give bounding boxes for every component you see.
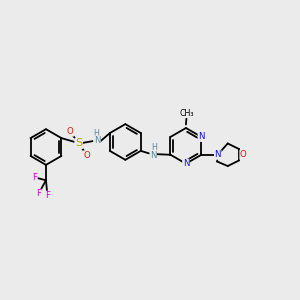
Text: F: F <box>36 189 41 198</box>
Text: F: F <box>32 173 37 182</box>
Text: H: H <box>93 129 99 138</box>
Text: N: N <box>94 136 100 145</box>
Text: O: O <box>67 127 74 136</box>
Text: O: O <box>240 150 247 159</box>
Text: S: S <box>75 139 82 148</box>
Text: CH₃: CH₃ <box>179 109 194 118</box>
Text: N: N <box>214 150 221 159</box>
Text: N: N <box>183 159 189 168</box>
Text: F: F <box>45 191 50 200</box>
Text: H: H <box>151 143 157 152</box>
Text: N: N <box>150 151 157 160</box>
Text: N: N <box>198 132 205 141</box>
Text: O: O <box>84 151 90 160</box>
